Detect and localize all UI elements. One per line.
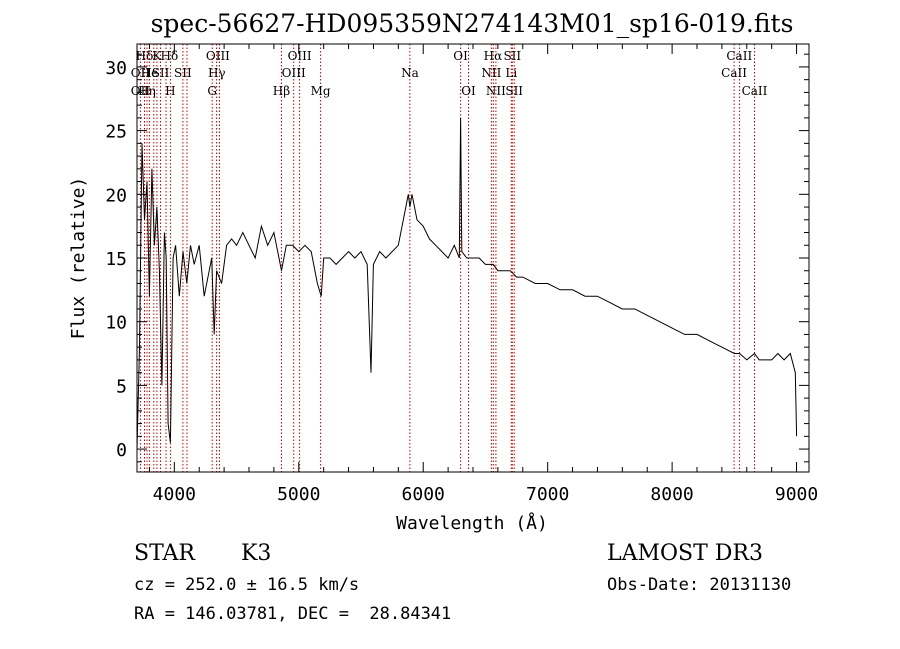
- line-label: Hβ: [273, 84, 290, 98]
- object-class: STAR: [134, 541, 196, 566]
- line-label: Hγ: [208, 66, 226, 80]
- coordinates: RA = 146.03781, DEC = 28.84341: [134, 604, 451, 624]
- y-axis-ticks: 0 5 10 15 20 25 30: [105, 53, 809, 463]
- line-label: SII: [174, 66, 192, 80]
- line-label: Na: [401, 66, 419, 80]
- y-axis-label: Flux (relative): [68, 177, 89, 340]
- y-tick-label: 25: [105, 122, 127, 143]
- line-label: OI: [461, 84, 476, 98]
- chart-title: spec-56627-HD095359N274143M01_sp16-019.f…: [151, 9, 794, 38]
- observation-date: Obs-Date: 20131130: [607, 575, 791, 595]
- line-label: Hα: [484, 49, 503, 63]
- y-tick-label: 15: [105, 249, 127, 270]
- subclass: K3: [241, 541, 271, 566]
- line-label: OII: [131, 66, 151, 80]
- x-axis-label: Wavelength (Å): [396, 512, 548, 534]
- line-label: SII: [505, 84, 523, 98]
- y-tick-label: 5: [116, 376, 127, 397]
- line-label: K: [152, 49, 162, 63]
- line-label: Hη: [138, 84, 156, 98]
- line-label: Hδ: [136, 49, 154, 63]
- line-label: Hδ: [161, 49, 179, 63]
- y-tick-label: 30: [105, 58, 127, 79]
- line-label: OII: [131, 84, 151, 98]
- line-label: OIII: [282, 66, 306, 80]
- line-label: H: [165, 84, 175, 98]
- line-label: CaII: [742, 84, 768, 98]
- line-label: ISII: [147, 66, 170, 80]
- y-tick-label: 0: [116, 440, 127, 461]
- line-label: NII: [481, 66, 501, 80]
- line-label: Li: [505, 66, 517, 80]
- line-label: OIII: [288, 49, 312, 63]
- line-label: NII: [486, 84, 506, 98]
- line-label: G: [207, 84, 217, 98]
- line-label: Mg: [311, 84, 331, 98]
- redshift-value: cz = 252.0 ± 16.5 km/s: [134, 575, 359, 595]
- line-label: SII: [503, 49, 521, 63]
- x-tick-label: 8000: [650, 484, 693, 505]
- spectrum-line: [136, 117, 798, 450]
- line-label: CaII: [721, 66, 747, 80]
- x-tick-label: 6000: [402, 484, 445, 505]
- line-label: OI: [453, 49, 468, 63]
- line-label: OIII: [206, 49, 230, 63]
- x-axis-ticks: 4000 5000 6000 7000 8000 9000: [148, 44, 818, 505]
- survey-name: LAMOST DR3: [607, 541, 763, 566]
- line-label: CaII: [726, 49, 752, 63]
- x-tick-label: 4000: [153, 484, 196, 505]
- x-tick-label: 9000: [775, 484, 818, 505]
- y-tick-label: 20: [105, 185, 127, 206]
- y-tick-label: 10: [105, 313, 127, 334]
- x-tick-label: 5000: [277, 484, 320, 505]
- line-label: He: [141, 66, 159, 80]
- x-tick-label: 7000: [526, 484, 569, 505]
